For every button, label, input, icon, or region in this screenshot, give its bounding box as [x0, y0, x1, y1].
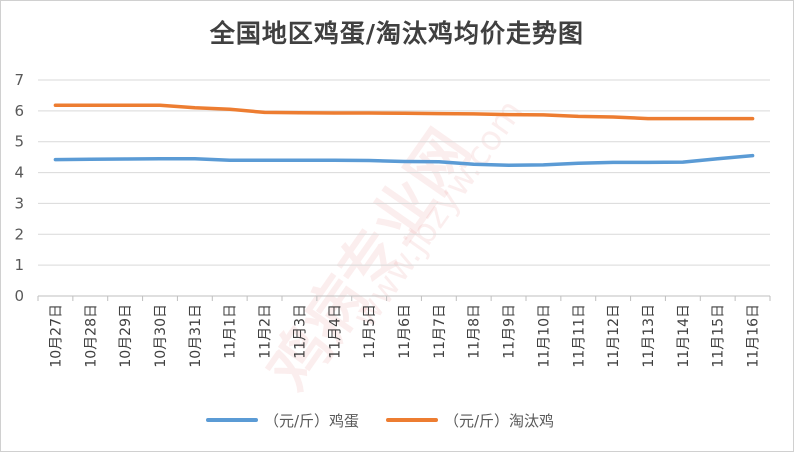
data-point: [123, 157, 127, 161]
x-tick-label: 11月15日: [711, 304, 727, 368]
y-tick-label: 0: [14, 287, 24, 305]
data-point: [228, 108, 231, 111]
data-point: [89, 104, 92, 107]
data-point: [54, 104, 57, 107]
x-tick-label: 11月2日: [258, 304, 274, 359]
data-point: [611, 115, 615, 119]
y-axis-ticks: 0 1 2 3 4 5 6 7: [14, 71, 24, 305]
data-point: [298, 159, 301, 162]
x-tick-label: 11月5日: [362, 304, 378, 359]
data-point: [437, 160, 441, 163]
data-point: [472, 163, 475, 166]
data-point: [402, 160, 406, 163]
data-point: [716, 117, 719, 120]
x-tick-label: 11月1日: [223, 304, 239, 359]
data-point: [367, 111, 371, 115]
data-point: [646, 161, 650, 164]
x-tick-label: 11月7日: [432, 304, 448, 359]
data-point: [123, 104, 127, 107]
x-tick-label: 11月6日: [397, 304, 413, 359]
data-point: [263, 159, 266, 162]
y-tick-label: 2: [14, 225, 24, 243]
x-axis-ticks: 10月27日 10月28日 10月29日 10月30日 10月31日 11月1日 11月2日…: [48, 304, 761, 368]
x-tick-label: 11月9日: [502, 304, 518, 359]
data-point: [402, 112, 406, 115]
data-point: [681, 117, 685, 120]
legend-label-hen: （元/斤）淘汰鸡: [444, 412, 554, 430]
gridlines: [38, 79, 770, 266]
data-point: [751, 154, 754, 157]
x-tick-label: 11月8日: [467, 304, 483, 359]
data-point: [472, 112, 475, 116]
data-point: [298, 111, 301, 114]
data-point: [681, 160, 685, 164]
data-point: [716, 157, 719, 160]
data-point: [577, 115, 580, 118]
series-lines: [53, 103, 755, 167]
data-point: [333, 159, 336, 162]
y-tick-label: 3: [14, 194, 24, 212]
y-tick-label: 4: [14, 164, 24, 182]
data-point: [367, 159, 371, 162]
x-tick-label: 11月16日: [746, 304, 762, 368]
data-point: [158, 104, 162, 107]
x-tick-label: 11月11日: [571, 304, 587, 368]
data-point: [193, 157, 197, 160]
data-point: [228, 159, 231, 162]
series-line-hen: [53, 103, 755, 121]
data-point: [54, 158, 57, 161]
x-tick-label: 11月14日: [676, 304, 692, 368]
x-tick-label: 11月10日: [536, 304, 552, 368]
y-tick-label: 1: [14, 256, 24, 274]
data-point: [542, 163, 545, 167]
x-tick-label: 11月13日: [641, 304, 657, 368]
data-point: [611, 161, 615, 164]
data-point: [542, 113, 545, 117]
data-point: [193, 106, 197, 109]
data-point: [158, 157, 162, 160]
data-point: [507, 163, 510, 167]
x-tick-label: 11月12日: [606, 304, 622, 368]
y-tick-label: 7: [14, 71, 24, 89]
data-point: [646, 117, 650, 120]
x-axis: [37, 295, 771, 301]
data-point: [577, 162, 580, 165]
x-tick-label: 10月30日: [153, 304, 169, 368]
data-point: [437, 112, 441, 115]
x-tick-label: 10月28日: [83, 304, 99, 368]
legend: （元/斤）鸡蛋 （元/斤）淘汰鸡: [206, 412, 554, 430]
y-tick-label: 5: [14, 133, 24, 151]
y-tick-label: 6: [14, 102, 24, 120]
data-point: [333, 111, 336, 115]
data-point: [507, 113, 510, 116]
x-tick-label: 11月4日: [327, 304, 343, 359]
data-point: [89, 158, 92, 161]
x-tick-label: 10月29日: [118, 304, 134, 368]
data-point: [263, 111, 266, 114]
legend-label-egg: （元/斤）鸡蛋: [264, 412, 359, 430]
x-tick-label: 10月31日: [188, 304, 204, 368]
x-tick-label: 11月3日: [292, 304, 308, 359]
x-tick-label: 10月27日: [48, 304, 64, 368]
chart-title: 全国地区鸡蛋/淘汰鸡均价走势图: [209, 19, 585, 48]
data-point: [751, 117, 754, 120]
